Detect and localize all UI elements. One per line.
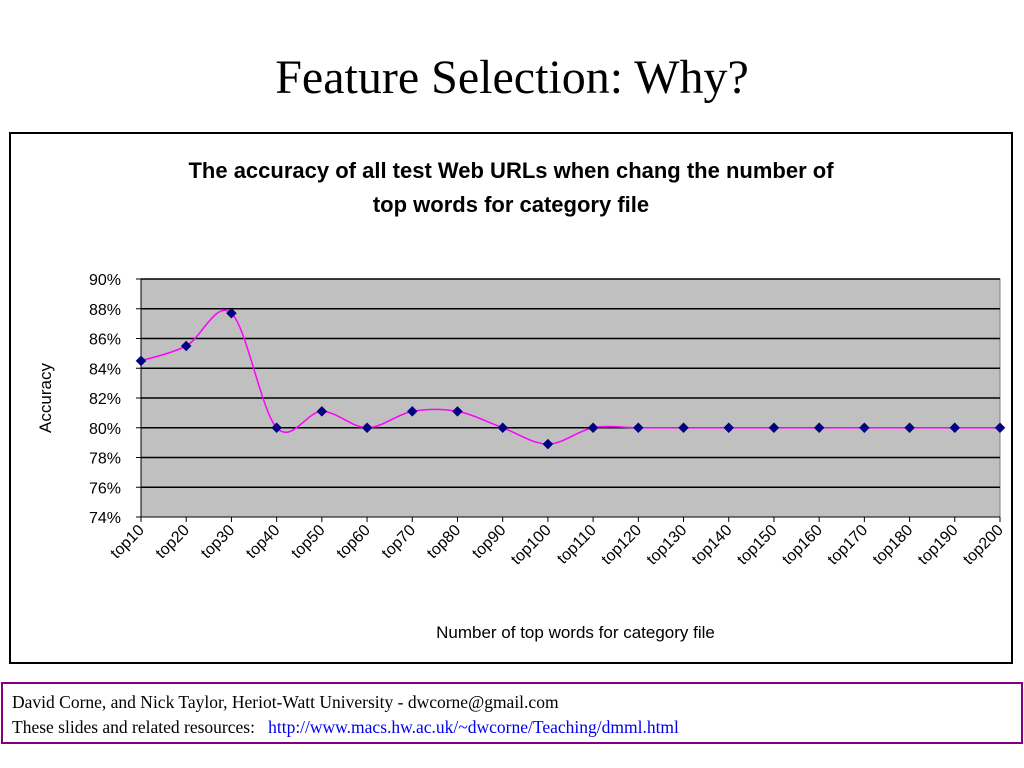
x-tick-label: top90	[469, 522, 509, 562]
data-point-marker	[904, 422, 915, 434]
data-point-marker	[497, 422, 509, 434]
data-point-marker	[316, 406, 328, 417]
x-tick-label: top30	[198, 522, 238, 562]
data-point-marker	[949, 422, 961, 434]
y-tick-label: 76%	[89, 480, 121, 497]
x-axis-title: Number of top words for category file	[436, 623, 715, 642]
x-tick-label: top200	[960, 522, 1007, 569]
series-line	[140, 309, 1000, 445]
x-tick-label: top180	[870, 522, 917, 569]
data-point-marker	[678, 422, 689, 434]
x-tick-label: top60	[334, 522, 374, 562]
data-point-marker	[542, 438, 554, 450]
x-tick-label: top170	[825, 522, 872, 569]
footer-resources-label: These slides and related resources:	[12, 717, 255, 737]
y-tick-label: 82%	[89, 391, 121, 408]
x-tick-label: top150	[734, 522, 781, 569]
chart-title-line: top words for category file	[373, 192, 649, 217]
y-axis-title: Accuracy	[36, 363, 55, 433]
footer-resources: These slides and related resources: http…	[12, 715, 1021, 740]
y-tick-label: 90%	[89, 272, 121, 289]
data-point-marker	[361, 422, 373, 434]
footer-resources-link[interactable]: http://www.macs.hw.ac.uk/~dwcorne/Teachi…	[268, 717, 679, 737]
x-tick-label: top110	[554, 522, 600, 568]
y-tick-label: 84%	[89, 361, 121, 378]
x-tick-label: top50	[288, 522, 328, 562]
x-tick-label: top20	[153, 522, 193, 562]
y-tick-label: 80%	[89, 421, 121, 438]
data-point-marker	[994, 422, 1006, 434]
y-tick-label: 86%	[89, 332, 121, 349]
data-point-marker	[723, 422, 735, 434]
y-tick-label: 78%	[89, 451, 121, 468]
data-point-marker	[271, 422, 282, 434]
data-point-marker	[768, 422, 780, 434]
data-point-marker	[587, 422, 599, 434]
accuracy-chart: The accuracy of all test Web URLs when c…	[36, 158, 1007, 642]
data-point-marker	[813, 422, 825, 434]
x-tick-label: top130	[644, 522, 691, 569]
data-point-marker	[632, 422, 644, 434]
x-tick-label: top70	[379, 522, 419, 562]
data-point-marker	[452, 406, 463, 417]
x-tick-label: top80	[424, 522, 464, 562]
x-tick-label: top190	[915, 522, 962, 569]
y-tick-label: 74%	[89, 510, 121, 527]
data-point-marker	[226, 307, 237, 319]
x-tick-label: top140	[689, 522, 736, 569]
slide-title: Feature Selection: Why?	[275, 51, 749, 104]
data-point-marker	[859, 422, 870, 434]
chart-title-line: The accuracy of all test Web URLs when c…	[188, 158, 834, 183]
data-point-marker	[406, 406, 418, 417]
chart-frame: The accuracy of all test Web URLs when c…	[9, 132, 1013, 664]
x-tick-label: top10	[107, 522, 147, 562]
y-tick-label: 88%	[89, 302, 121, 319]
x-tick-label: top160	[779, 522, 826, 569]
x-tick-label: top40	[243, 522, 283, 562]
footer-credits: David Corne, and Nick Taylor, Heriot-Wat…	[12, 692, 559, 712]
x-tick-label: top100	[508, 522, 555, 569]
data-point-marker	[135, 355, 147, 367]
data-point-marker	[180, 340, 192, 352]
footer: David Corne, and Nick Taylor, Heriot-Wat…	[1, 682, 1023, 744]
x-tick-label: top120	[599, 522, 646, 569]
